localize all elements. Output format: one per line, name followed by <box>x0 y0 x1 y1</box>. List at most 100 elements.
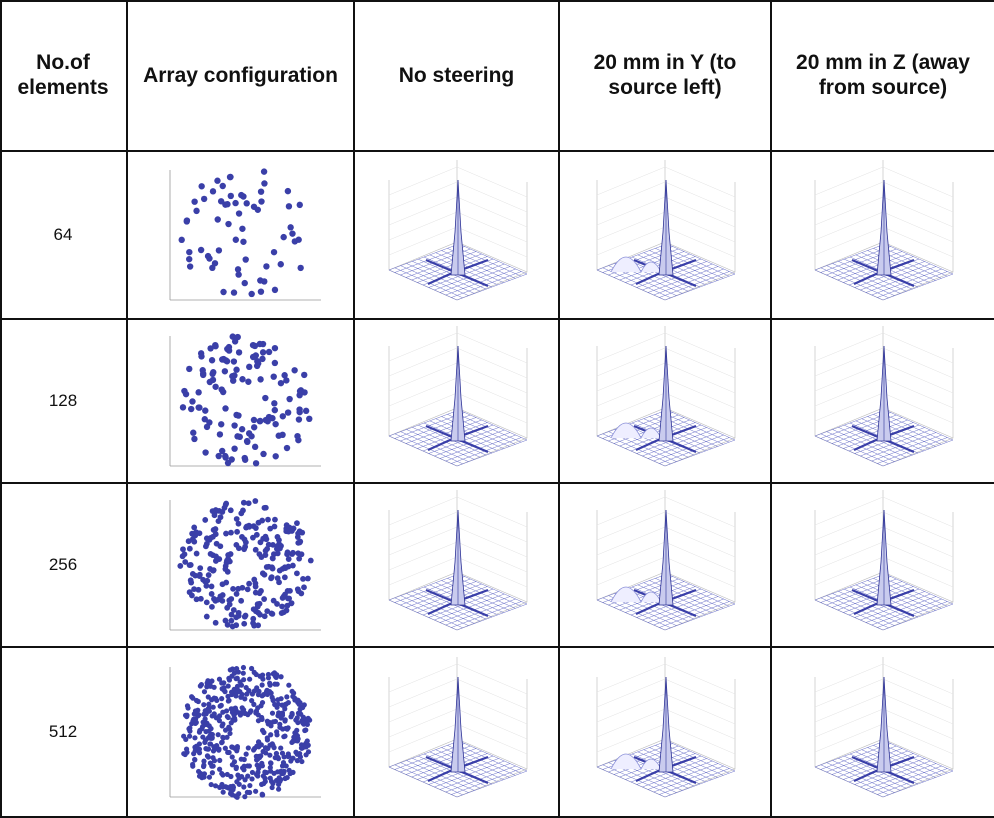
array-element <box>250 616 256 622</box>
array-element <box>192 573 198 579</box>
array-element <box>229 754 234 759</box>
array-element <box>186 263 192 269</box>
array-element <box>253 754 258 759</box>
array-element <box>204 578 210 584</box>
array-element <box>298 551 304 557</box>
array-element <box>211 758 216 763</box>
array-element <box>200 196 206 202</box>
array-element <box>235 521 241 527</box>
array-element <box>307 558 313 564</box>
array-element <box>218 703 223 708</box>
array-element <box>203 599 209 605</box>
array-element <box>205 572 211 578</box>
array-element <box>177 563 183 569</box>
array-element <box>181 388 187 394</box>
array-element <box>235 545 241 551</box>
array-element <box>196 750 201 755</box>
array-element <box>249 776 254 781</box>
array-element <box>270 743 275 748</box>
array-element <box>278 745 283 750</box>
array-element <box>205 746 210 751</box>
count-cell: 64 <box>0 152 128 320</box>
array-element <box>261 613 267 619</box>
array-element <box>202 407 208 413</box>
array-element <box>210 705 215 710</box>
array-element <box>234 666 239 671</box>
array-element <box>274 672 279 677</box>
header-cell: No.of elements <box>0 0 128 152</box>
config-cell <box>128 648 355 818</box>
array-element <box>206 723 211 728</box>
array-element <box>265 349 271 355</box>
array-element <box>201 689 206 694</box>
array-element <box>282 717 287 722</box>
array-element <box>221 688 226 693</box>
array-element <box>278 714 283 719</box>
array-element <box>206 255 212 261</box>
array-element <box>226 698 231 703</box>
array-element <box>181 734 186 739</box>
array-element <box>291 367 297 373</box>
array-element <box>286 396 292 402</box>
header-cell: 20 mm in Y (to source left) <box>560 0 772 152</box>
array-element <box>261 596 267 602</box>
array-element <box>272 719 277 724</box>
array-element <box>209 764 214 769</box>
array-element <box>211 696 216 701</box>
array-element <box>259 792 264 797</box>
array-element <box>259 349 265 355</box>
array-element <box>219 696 224 701</box>
array-element <box>226 750 231 755</box>
array-element <box>250 535 256 541</box>
plot-cell <box>560 484 772 648</box>
array-element <box>244 790 249 795</box>
array-element <box>207 551 213 557</box>
array-element <box>226 725 231 730</box>
array-element <box>252 460 258 466</box>
array-element <box>219 581 225 587</box>
array-element <box>272 517 278 523</box>
array-element <box>263 564 269 570</box>
array-element <box>297 706 302 711</box>
array-element <box>253 710 258 715</box>
array-element <box>208 584 214 590</box>
array-element <box>298 591 304 597</box>
array-element <box>186 546 192 552</box>
header-text: No.of elements <box>0 50 126 100</box>
array-element <box>271 345 277 351</box>
array-element <box>206 775 211 780</box>
array-element <box>267 689 272 694</box>
array-element <box>296 409 302 415</box>
array-element <box>260 168 266 174</box>
array-element <box>252 584 258 590</box>
array-element <box>225 683 230 688</box>
array-element <box>241 280 247 286</box>
array-element <box>263 750 268 755</box>
array-element <box>199 370 205 376</box>
array-element <box>197 247 203 253</box>
array-element <box>274 729 279 734</box>
array-element <box>225 221 231 227</box>
array-element <box>254 601 260 607</box>
array-element <box>253 789 258 794</box>
array-element <box>201 702 206 707</box>
beam-plot <box>377 490 537 640</box>
array-plot <box>156 657 326 807</box>
array-element <box>219 723 224 728</box>
beam-plot <box>377 657 537 807</box>
array-element <box>230 289 236 295</box>
array-element <box>212 783 217 788</box>
count-cell: 128 <box>0 320 128 484</box>
array-element <box>268 732 273 737</box>
array-element <box>276 579 282 585</box>
array-element <box>250 417 256 423</box>
array-element <box>221 680 226 685</box>
array-element <box>195 389 201 395</box>
array-element <box>254 358 260 364</box>
array-element <box>247 677 252 682</box>
array-element <box>247 783 252 788</box>
array-element <box>296 702 301 707</box>
array-element <box>224 605 230 611</box>
array-element <box>291 691 296 696</box>
array-element <box>195 587 201 593</box>
